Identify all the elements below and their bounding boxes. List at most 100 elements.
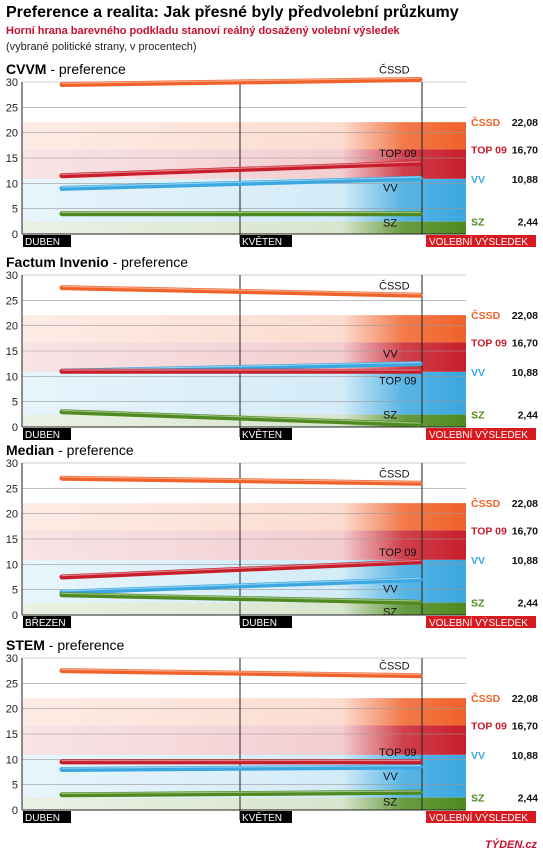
y-tick-label: 5 xyxy=(12,204,18,216)
series-highlight-cssd xyxy=(61,285,421,295)
y-tick-label: 0 xyxy=(12,610,18,622)
result-party-top-09: TOP 09 xyxy=(471,337,507,349)
x-label-result-text: VOLEBNÍ VÝSLEDEK xyxy=(429,616,528,629)
x-label-result-text: VOLEBNÍ VÝSLEDEK xyxy=(429,811,528,824)
y-tick-label: 30 xyxy=(6,653,18,665)
result-value-top-09: 16,70 xyxy=(512,525,538,537)
result-band-cssd xyxy=(22,698,466,726)
y-tick-label: 10 xyxy=(6,178,18,190)
result-band-top-09 xyxy=(22,530,466,560)
series-label-sz: SZ xyxy=(383,606,397,618)
y-tick-label: 10 xyxy=(6,371,18,383)
series-label-vv: VV xyxy=(383,771,398,783)
series-line-sz xyxy=(59,592,423,605)
x-label-start-text: DUBEN xyxy=(25,813,60,824)
panel-title-name: Median xyxy=(6,442,54,458)
result-party-vv: VV xyxy=(471,555,485,567)
x-label-result-text: VOLEBNÍ VÝSLEDEK xyxy=(429,235,528,248)
series-line-sz xyxy=(59,789,423,798)
result-party-top-09: TOP 09 xyxy=(471,525,507,537)
series-label-top-09: TOP 09 xyxy=(379,547,417,559)
result-party-top-09: TOP 09 xyxy=(471,144,507,156)
panel-title-name: CVVM xyxy=(6,61,46,77)
y-tick-label: 25 xyxy=(6,295,18,307)
y-tick-label: 30 xyxy=(6,270,18,282)
x-label-start-text: BŘEZEN xyxy=(25,616,66,629)
y-tick-label: 20 xyxy=(6,321,18,333)
x-label-result-box xyxy=(426,428,536,440)
series-highlight-cssd xyxy=(61,668,421,676)
result-band-cssd xyxy=(22,315,466,343)
y-tick-label: 10 xyxy=(6,559,18,571)
series-label-cssd: ČSSD xyxy=(379,279,410,292)
x-label-start: BŘEZEN xyxy=(23,616,71,629)
result-band-cssd xyxy=(22,122,466,150)
result-value-sz: 2,44 xyxy=(518,793,539,805)
series-highlight-cssd xyxy=(61,77,421,84)
panel-title: CVVM - preference xyxy=(6,61,126,77)
x-label-mid-text: DUBEN xyxy=(242,618,277,629)
y-tick-label: 25 xyxy=(6,102,18,114)
chart-subtitle: Horní hrana barevného podkladu stanoví r… xyxy=(6,25,400,37)
x-label-result-box xyxy=(426,235,536,247)
x-label-mid: KVĚTEN xyxy=(240,811,292,824)
x-label-result: VOLEBNÍ VÝSLEDEK xyxy=(426,428,536,441)
y-tick-label: 20 xyxy=(6,128,18,140)
result-band-vv xyxy=(22,371,466,415)
x-label-mid-text: KVĚTEN xyxy=(242,235,282,248)
series-label-sz: SZ xyxy=(383,218,397,230)
result-party-sz: SZ xyxy=(471,217,485,229)
result-value-vv: 10,88 xyxy=(512,555,538,567)
result-party-cssd: ČSSD xyxy=(471,497,501,510)
series-label-sz: SZ xyxy=(383,409,397,421)
x-label-result: VOLEBNÍ VÝSLEDEK xyxy=(426,616,536,629)
x-label-mid-box xyxy=(240,235,292,247)
panel-title: Factum Invenio - preference xyxy=(6,254,188,270)
x-label-mid: DUBEN xyxy=(240,616,292,629)
y-tick-label: 5 xyxy=(12,780,18,792)
series-line-top-09 xyxy=(59,160,423,179)
result-band-sz xyxy=(22,797,466,810)
series-line-cssd xyxy=(59,668,423,679)
series-label-cssd: ČSSD xyxy=(379,467,410,480)
panel-title-suffix: - preference xyxy=(54,442,134,458)
x-label-start-box xyxy=(23,428,71,440)
y-tick-label: 15 xyxy=(6,729,18,741)
series-label-sz: SZ xyxy=(383,796,397,808)
panel-title-suffix: - preference xyxy=(45,637,125,653)
series-line-sz xyxy=(59,409,423,427)
x-label-start: DUBEN xyxy=(23,428,71,441)
series-label-vv: VV xyxy=(383,182,398,194)
result-band-sz xyxy=(22,602,466,615)
result-party-sz: SZ xyxy=(471,793,485,805)
result-value-vv: 10,88 xyxy=(512,174,538,186)
y-tick-label: 15 xyxy=(6,534,18,546)
y-tick-label: 10 xyxy=(6,754,18,766)
result-value-top-09: 16,70 xyxy=(512,337,538,349)
result-party-vv: VV xyxy=(471,750,485,762)
series-line-vv xyxy=(59,175,423,191)
y-tick-label: 0 xyxy=(12,229,18,241)
series-label-cssd: ČSSD xyxy=(379,63,410,76)
result-value-top-09: 16,70 xyxy=(512,144,538,156)
x-label-mid-text: KVĚTEN xyxy=(242,428,282,441)
x-label-mid: KVĚTEN xyxy=(240,428,292,441)
result-value-sz: 2,44 xyxy=(518,410,539,422)
result-value-top-09: 16,70 xyxy=(512,720,538,732)
result-band-cssd xyxy=(22,503,466,531)
result-party-cssd: ČSSD xyxy=(471,309,501,322)
series-highlight-sz xyxy=(61,790,421,795)
publisher-logo: TÝDEN.cz xyxy=(485,839,537,851)
result-party-vv: VV xyxy=(471,174,485,186)
series-label-vv: VV xyxy=(383,349,398,361)
panel-title-suffix: - preference xyxy=(46,61,126,77)
y-tick-label: 0 xyxy=(12,422,18,434)
series-label-top-09: TOP 09 xyxy=(379,747,417,759)
series-highlight-top-09 xyxy=(61,559,421,577)
x-label-mid-box xyxy=(240,616,292,628)
result-value-sz: 2,44 xyxy=(518,217,539,229)
x-label-mid: KVĚTEN xyxy=(240,235,292,248)
x-label-result: VOLEBNÍ VÝSLEDEK xyxy=(426,811,536,824)
